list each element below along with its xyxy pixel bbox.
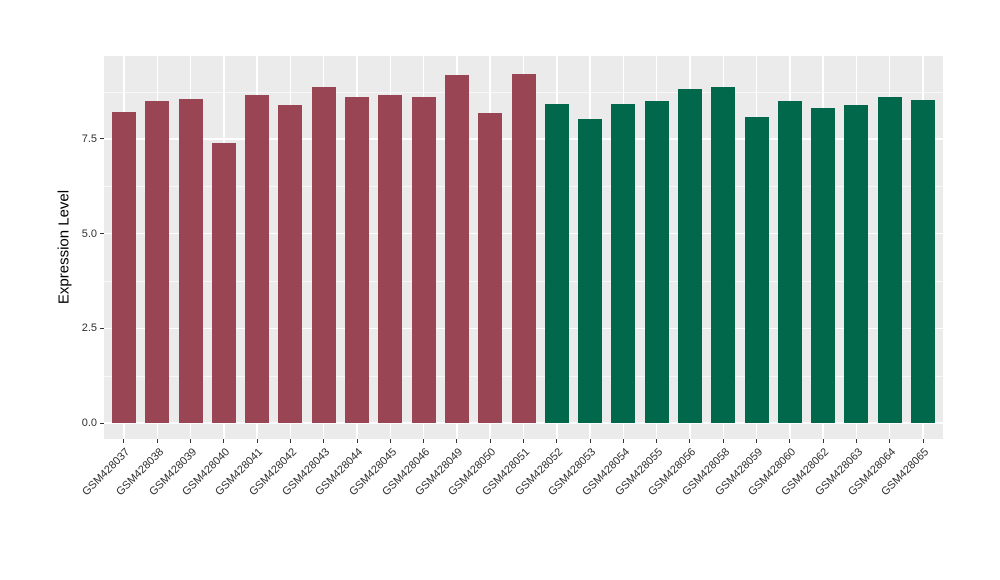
x-tick-mark [722, 439, 724, 443]
bar-GSM428053 [578, 118, 603, 423]
bar-GSM428050 [478, 113, 503, 423]
bar-GSM428040 [211, 143, 236, 423]
x-tick-mark [622, 439, 624, 443]
x-tick-mark [822, 439, 824, 443]
x-tick-mark [489, 439, 491, 443]
x-tick-mark [523, 439, 524, 443]
bar-GSM428065 [911, 99, 936, 423]
bar-GSM428060 [777, 101, 802, 423]
y-tick-label: 2.5 [81, 322, 97, 335]
plot-panel [104, 56, 943, 439]
y-tick-mark [100, 138, 104, 140]
x-tick-mark [356, 439, 358, 443]
bar-GSM428062 [811, 108, 836, 423]
bar-GSM428038 [145, 100, 170, 423]
x-tick-mark [689, 439, 691, 443]
x-tick-mark [223, 439, 225, 443]
y-tick-mark [100, 422, 104, 424]
x-tick-mark [556, 439, 558, 443]
bar-GSM428055 [644, 100, 669, 423]
x-tick-mark [889, 439, 891, 443]
bar-GSM428063 [844, 104, 869, 423]
bar-GSM428037 [111, 111, 136, 423]
x-tick-mark [156, 439, 158, 443]
bar-GSM428041 [245, 94, 270, 423]
x-tick-mark [289, 439, 291, 443]
y-tick-mark [100, 233, 104, 235]
bar-GSM428051 [511, 73, 536, 423]
bar-GSM428058 [711, 87, 736, 423]
bar-GSM428054 [611, 103, 636, 423]
bar-GSM428042 [278, 104, 303, 423]
x-tick-mark [423, 439, 425, 443]
bar-GSM428044 [345, 96, 370, 423]
gridline-major [104, 422, 943, 424]
bar-GSM428049 [444, 74, 469, 423]
x-tick-mark [789, 439, 791, 443]
bar-GSM428056 [677, 89, 702, 423]
y-tick-label: 5.0 [81, 227, 97, 240]
x-tick-mark [656, 439, 658, 443]
x-tick-mark [123, 439, 125, 443]
x-tick-mark [922, 439, 924, 443]
y-tick-label: 7.5 [81, 132, 97, 145]
bar-GSM428052 [544, 103, 569, 423]
bar-GSM428045 [378, 95, 403, 423]
bar-GSM428039 [178, 98, 203, 423]
x-tick-mark [256, 439, 258, 443]
y-axis-title: Expression Level [55, 189, 73, 305]
y-tick-label: 0.0 [81, 417, 97, 429]
x-tick-mark [855, 439, 857, 443]
bar-GSM428043 [311, 87, 336, 423]
bar-GSM428046 [411, 96, 436, 423]
bar-GSM428064 [877, 97, 902, 423]
bar-GSM428059 [744, 116, 769, 423]
x-tick-mark [456, 439, 458, 443]
y-tick-mark [100, 327, 104, 329]
x-tick-mark [389, 439, 391, 443]
x-tick-mark [589, 439, 591, 443]
x-tick-mark [190, 439, 192, 443]
x-tick-mark [323, 439, 325, 443]
x-tick-mark [756, 439, 758, 443]
